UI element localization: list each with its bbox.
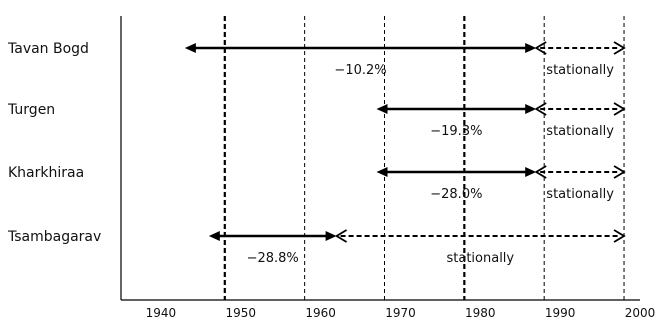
arrowhead-right-0 [525, 43, 537, 53]
row-0: Tavan Bogd −10.2% stationally [7, 41, 626, 78]
arrowhead-right-1 [525, 104, 537, 114]
x-tick-label-1: 1950 [225, 306, 256, 320]
open-arrowhead-left-1 [534, 102, 547, 116]
arrowhead-left-2 [376, 167, 388, 177]
arrowhead-right-2 [525, 167, 537, 177]
open-arrowhead-right-2 [613, 165, 626, 179]
row-1: Turgen −19.3% stationally [7, 102, 626, 139]
glacier-rows: Tavan Bogd −10.2% stationally Turgen −19.3% s… [7, 41, 626, 266]
x-tick-label-4: 1980 [465, 306, 496, 320]
glacier-name-2: Kharkhiraa [8, 165, 84, 181]
open-arrowhead-right-3 [613, 229, 626, 243]
change-label-1: −19.3% [430, 124, 482, 139]
stationary-label-0: stationally [546, 63, 614, 78]
glacier-name-3: Tsambagarav [7, 229, 101, 245]
open-arrowhead-left-0 [534, 41, 547, 55]
row-3: Tsambagarav −28.8% stationally [7, 229, 626, 266]
open-arrowhead-right-1 [613, 102, 626, 116]
arrowhead-left-1 [376, 104, 388, 114]
stationary-label-3: stationally [446, 251, 514, 266]
arrowhead-left-0 [184, 43, 196, 53]
change-label-2: −28.0% [430, 187, 482, 202]
stationary-label-1: stationally [546, 124, 614, 139]
open-arrowhead-right-0 [613, 41, 626, 55]
glacier-name-0: Tavan Bogd [7, 41, 89, 57]
change-label-0: −10.2% [334, 63, 386, 78]
stationary-label-2: stationally [546, 187, 614, 202]
x-tick-label-0: 1940 [146, 306, 177, 320]
open-arrowhead-left-3 [334, 229, 348, 243]
open-arrowhead-left-2 [534, 165, 547, 179]
x-tick-labels: 1940 1950 1960 1970 1980 1990 2000 [146, 306, 656, 320]
arrowhead-right-3 [325, 231, 337, 241]
x-tick-label-3: 1970 [385, 306, 416, 320]
change-label-3: −28.8% [247, 251, 299, 266]
x-tick-label-2: 1960 [305, 306, 336, 320]
row-2: Kharkhiraa −28.0% stationally [8, 165, 626, 202]
x-tick-label-5: 1990 [545, 306, 576, 320]
x-tick-label-6: 2000 [625, 306, 656, 320]
glacier-name-1: Turgen [7, 102, 55, 118]
gridlines [223, 16, 625, 300]
arrowhead-left-3 [208, 231, 220, 241]
